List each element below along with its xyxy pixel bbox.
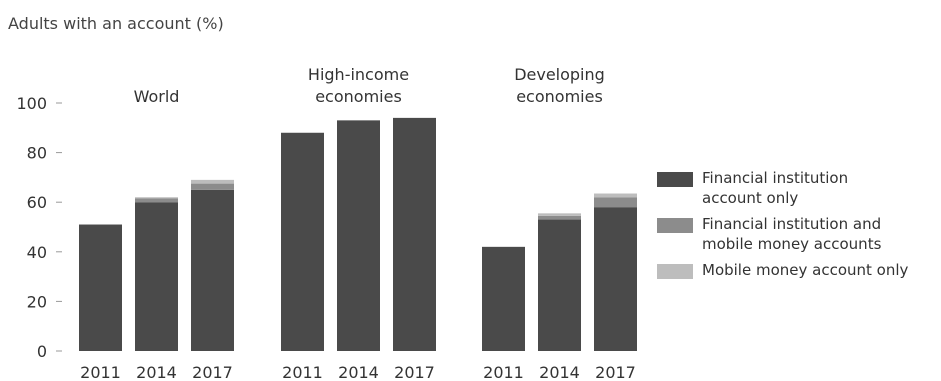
chart-title: Adults with an account (%): [8, 14, 224, 33]
bar-segment: [594, 193, 637, 198]
y-tick-label: 60: [27, 193, 47, 212]
bar-segment: [79, 224, 122, 351]
bar-segment: [135, 202, 178, 351]
group-label: World: [134, 87, 180, 106]
x-tick-label: 2014: [539, 363, 580, 381]
bar-segment: [281, 132, 324, 351]
x-tick-label: 2017: [394, 363, 435, 381]
y-tick-label: 0: [37, 342, 47, 361]
y-tick-label: 100: [16, 94, 47, 113]
x-tick-label: 2011: [483, 363, 524, 381]
x-tick-label: 2017: [192, 363, 233, 381]
legend-item: Financial institution and mobile money a…: [657, 214, 941, 254]
bar-segment: [191, 183, 234, 190]
bar-segment: [594, 197, 637, 208]
bar-segment: [538, 215, 581, 220]
legend-item: Financial institution account only: [657, 168, 941, 208]
bar-segment: [538, 219, 581, 351]
y-tick-label: 20: [27, 292, 47, 311]
bar-segment: [337, 120, 380, 351]
group-label: economies: [315, 87, 402, 106]
bar-segment: [482, 246, 525, 351]
legend-swatch: [657, 172, 693, 187]
x-tick-label: 2014: [136, 363, 177, 381]
chart-legend: Financial institution account only Financ…: [657, 168, 941, 286]
group-label: Developing: [514, 65, 605, 84]
bar-segment: [135, 197, 178, 199]
group-label: High-income: [308, 65, 409, 84]
bar-segment: [594, 207, 637, 351]
bar-segment: [191, 179, 234, 184]
legend-label: Mobile money account only: [702, 261, 909, 279]
legend-swatch: [657, 264, 693, 279]
legend-item: Mobile money account only: [657, 260, 941, 280]
x-tick-label: 2011: [282, 363, 323, 381]
x-tick-label: 2017: [595, 363, 636, 381]
bar-segment: [538, 213, 581, 216]
legend-label: Financial institution and mobile money a…: [702, 215, 882, 253]
x-tick-label: 2011: [80, 363, 121, 381]
legend-swatch: [657, 218, 693, 233]
group-label: economies: [516, 87, 603, 106]
x-tick-label: 2014: [338, 363, 379, 381]
y-tick-label: 40: [27, 243, 47, 262]
bar-segment: [191, 189, 234, 351]
bar-segment: [135, 198, 178, 203]
y-tick-label: 80: [27, 144, 47, 163]
bar-segment: [393, 117, 436, 351]
legend-label: Financial institution account only: [702, 169, 849, 207]
